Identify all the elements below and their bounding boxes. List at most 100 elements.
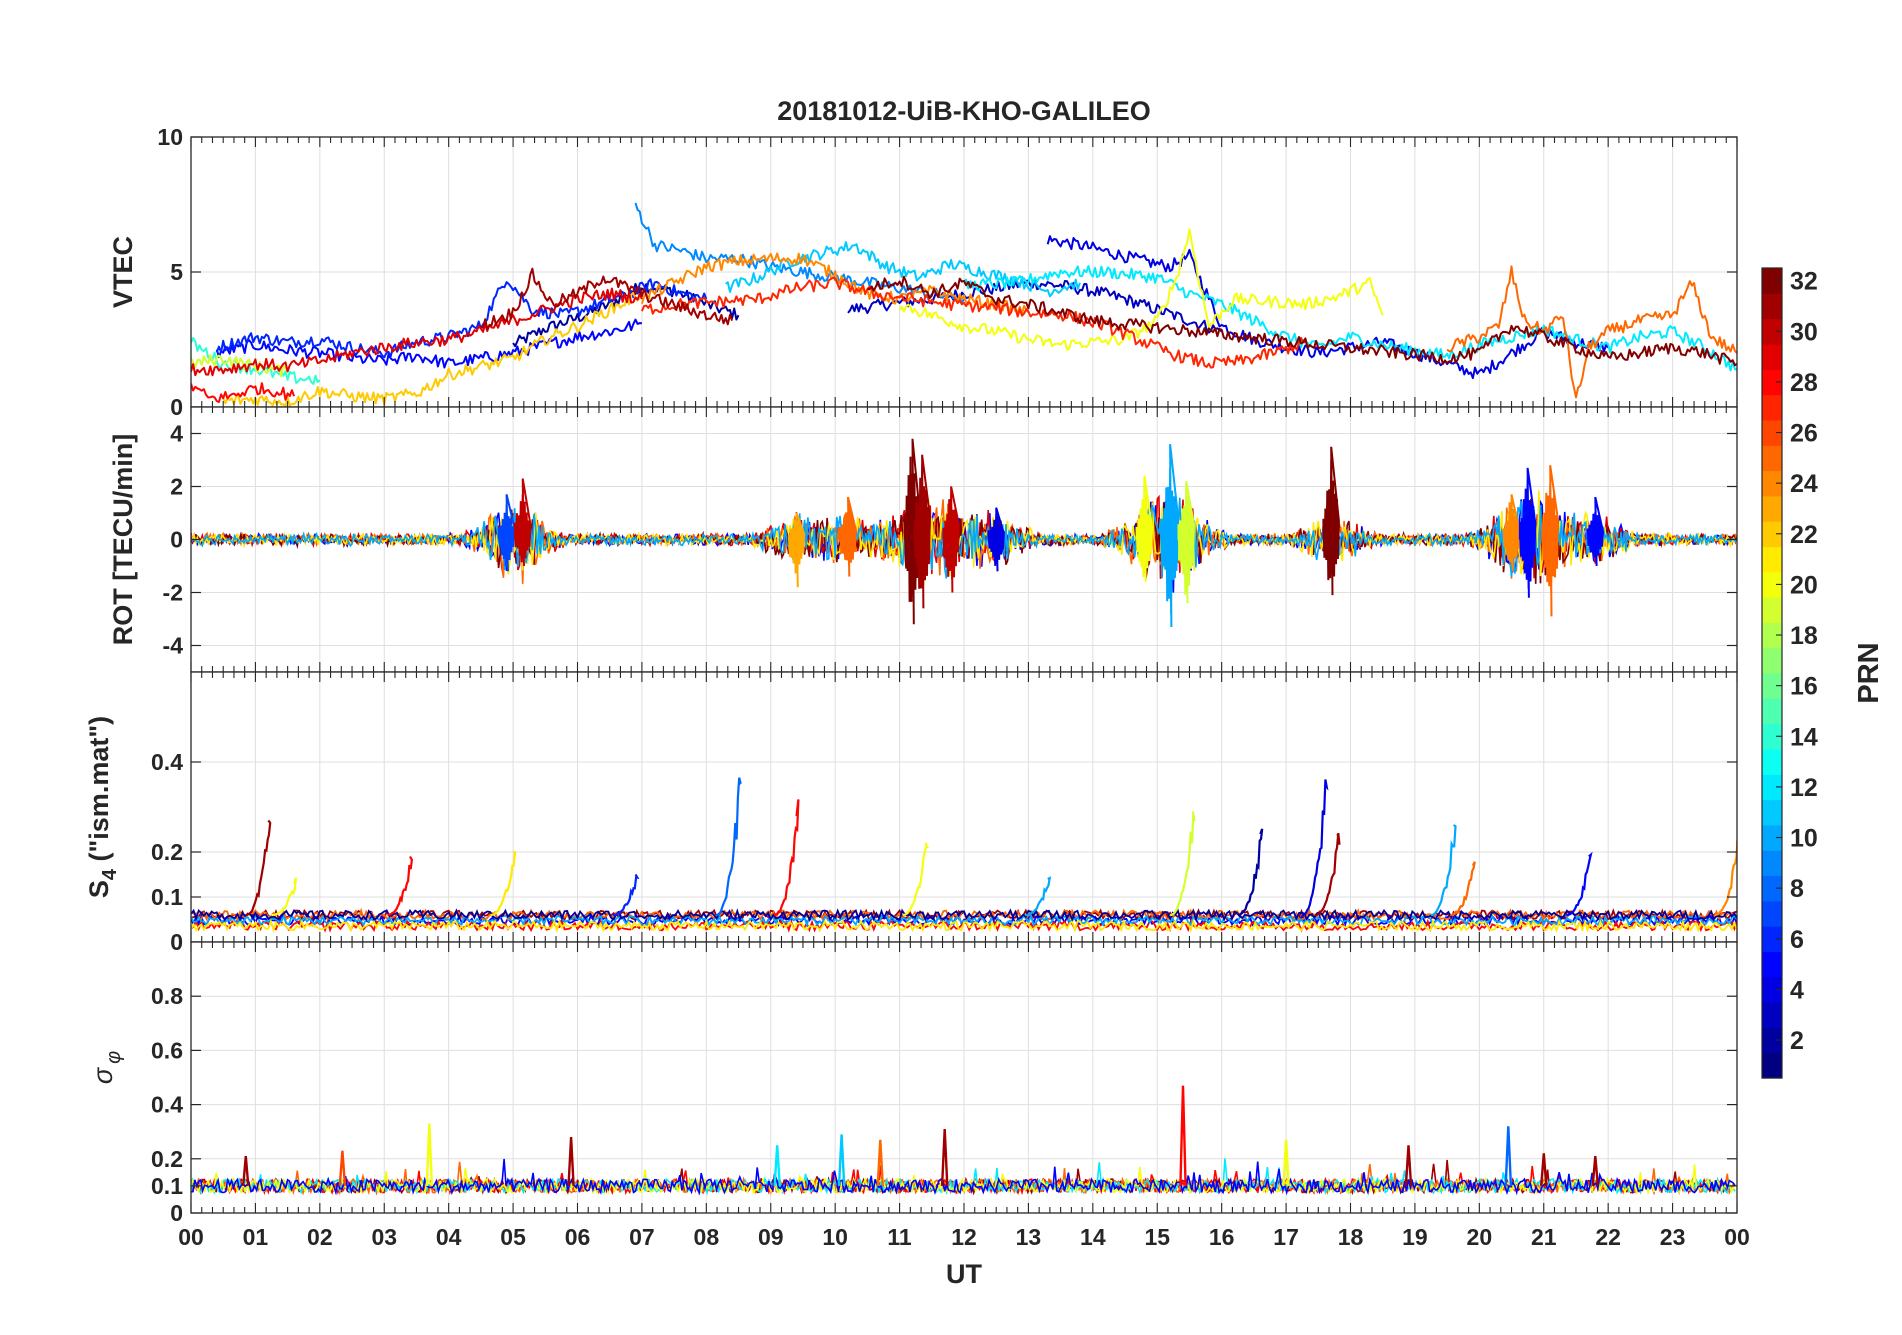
rot-spike-prn-10 — [1161, 443, 1179, 628]
colorbar-bin — [1762, 926, 1782, 953]
vtec-series-prn-24 — [640, 252, 1030, 316]
colorbar-bin — [1762, 318, 1782, 345]
x-tick-label: 16 — [1209, 1224, 1235, 1250]
vtec-series-prn-4 — [1046, 235, 1609, 380]
s4-event-prn-8 — [715, 777, 742, 917]
x-tick-label: 04 — [436, 1224, 462, 1250]
colorbar-tick-label: 26 — [1790, 420, 1818, 448]
rot-spike-prn-25 — [1541, 465, 1559, 617]
y-tick-label: 0.2 — [151, 1146, 183, 1172]
rot-spike-prn-20 — [1135, 475, 1154, 582]
y-tick-label: 0.1 — [151, 884, 183, 910]
colorbar-bin — [1762, 1027, 1782, 1054]
panel-data-rot — [191, 438, 1737, 628]
sigma-spike-prn-25 — [876, 1139, 884, 1186]
rot-spike-prn-4 — [987, 507, 1005, 572]
x-tick-label: 20 — [1467, 1224, 1493, 1250]
rot-spike-prn-19 — [1177, 481, 1196, 604]
s4-event-prn-31 — [1315, 832, 1341, 917]
x-tick-label: 10 — [822, 1224, 848, 1250]
colorbar-bin — [1762, 470, 1782, 497]
x-tick-label: 08 — [694, 1224, 720, 1250]
colorbar-bin — [1762, 268, 1782, 294]
x-axis-label: UT — [946, 1259, 982, 1289]
s4-event-prn-21 — [490, 850, 517, 917]
x-tick-label: 12 — [951, 1224, 977, 1250]
x-tick-label: 14 — [1080, 1224, 1106, 1250]
vtec-series-prn-5 — [215, 318, 642, 369]
panel-data-s4 — [191, 777, 1737, 934]
colorbar-tick-label: 18 — [1790, 622, 1818, 650]
colorbar-bin — [1762, 546, 1782, 573]
vtec-series-prn-9 — [634, 202, 965, 304]
panel-vtec: 0 5 10 VTEC — [108, 124, 1738, 420]
colorbar-bin — [1762, 369, 1782, 396]
vtec-series-prn-32 — [867, 275, 1737, 367]
sigma-spike-prn-20 — [425, 1123, 434, 1186]
colorbar-tick-label: 30 — [1790, 318, 1818, 346]
sigma-spike-prn-12 — [773, 1145, 781, 1186]
panel-data-vtec — [191, 202, 1737, 407]
colorbar-bin — [1762, 293, 1782, 320]
sigma-spike-prn-31 — [940, 1128, 949, 1186]
rot-spike-prn-23 — [787, 512, 806, 588]
vtec-series-prn-28 — [191, 382, 296, 403]
colorbar-tick-label: 2 — [1790, 1027, 1804, 1055]
colorbar-bin — [1762, 647, 1782, 674]
y-tick-label: 5 — [170, 259, 183, 285]
colorbar-bin — [1762, 571, 1782, 598]
vtec-series-prn-20 — [898, 228, 1384, 351]
rot-spike-prn-30 — [942, 486, 960, 593]
colorbar-bin — [1762, 748, 1782, 775]
rot-series-prn-21 — [191, 490, 1737, 586]
rot-spike-prn-30 — [514, 478, 532, 567]
colorbar-bin — [1762, 521, 1782, 548]
colorbar-tick-label: 24 — [1790, 470, 1818, 498]
y-tick-label: 0 — [170, 1200, 183, 1226]
x-tick-label: 05 — [500, 1224, 526, 1250]
colorbar-bin — [1762, 875, 1782, 902]
x-tick-label: 15 — [1144, 1224, 1170, 1250]
colorbar-bin — [1762, 774, 1782, 801]
x-tick-label: 11 — [887, 1224, 912, 1250]
x-tick-label: 07 — [629, 1224, 655, 1250]
colorbar-bin — [1762, 445, 1782, 472]
colorbar-bin — [1762, 850, 1782, 877]
s4-event-prn-6 — [612, 873, 640, 917]
y-tick-label: 0.6 — [151, 1037, 183, 1063]
rot-spike-prn-25 — [839, 496, 857, 577]
x-tick-label: 00 — [1724, 1224, 1750, 1250]
vtec-series-prn-27 — [640, 276, 1306, 369]
colorbar-bin — [1762, 394, 1782, 421]
y-tick-label: 0 — [170, 394, 183, 420]
x-tick-label: 17 — [1273, 1224, 1299, 1250]
colorbar-bin — [1762, 343, 1782, 370]
colorbar-tick-label: 10 — [1790, 825, 1818, 853]
sigma-spike-prn-20 — [1282, 1139, 1290, 1186]
sigma-spike-prn-31 — [1591, 1155, 1600, 1187]
s4-event-prn-31 — [245, 819, 272, 917]
s4-event-prn-10 — [1430, 824, 1457, 917]
colorbar-bin — [1762, 1052, 1782, 1079]
x-tick-label: 13 — [1016, 1224, 1042, 1250]
chart-title: 20181012-UiB-KHO-GALILEO — [777, 96, 1151, 126]
sigma-spike-prn-11 — [837, 1134, 846, 1186]
s4-event-prn-20 — [271, 877, 298, 917]
colorbar-frame — [1761, 267, 1783, 1079]
s4-event-prn-28 — [387, 855, 414, 917]
y-axis-label: σφ — [88, 1051, 125, 1084]
s4-series-prn-21 — [191, 918, 1737, 934]
colorbar-tick-label: 20 — [1790, 571, 1818, 599]
rot-spike-prn-31 — [913, 454, 931, 609]
colorbar-tick-label: 8 — [1790, 875, 1804, 903]
x-tick-label: 09 — [758, 1224, 784, 1250]
panel-rot: -4 -2 0 2 4 ROT [TECU/min] — [108, 406, 1738, 673]
s4-event-prn-2 — [1237, 828, 1264, 917]
y-tick-label: 2 — [170, 474, 183, 500]
colorbar-bin — [1762, 1002, 1782, 1028]
y-tick-label: -4 — [163, 633, 184, 659]
colorbar-bin — [1762, 951, 1782, 978]
sigma-spike-prn-31 — [567, 1137, 575, 1186]
colorbar-tick-label: 32 — [1790, 268, 1818, 296]
